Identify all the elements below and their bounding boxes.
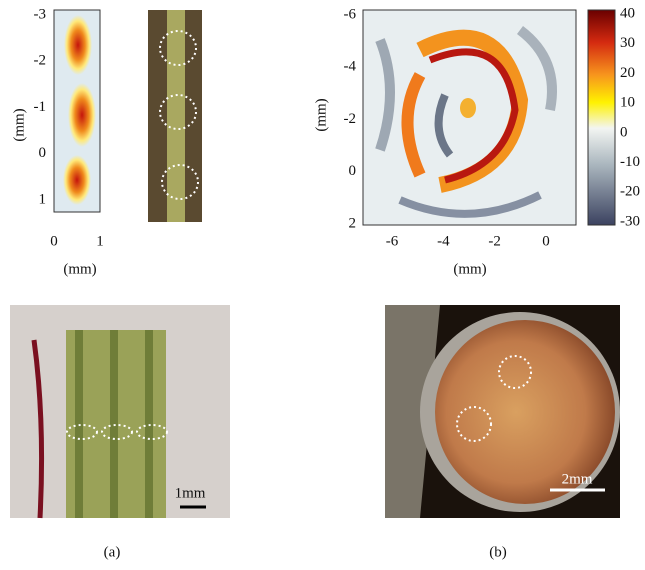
colorbar [588,10,615,225]
y-label: (mm) [313,98,329,131]
y-tick-label: 0 [39,145,47,161]
y-label: (mm) [11,108,27,141]
colorbar-tick-label: 10 [620,95,635,111]
y-tick-label: 0 [349,163,357,179]
colorbar-tick-label: -30 [620,213,640,229]
scale-bar-label: 2mm [562,471,593,487]
figure: (mm) (mm) (mm) (mm) 1mm 2mm (a) (b) -3 -2… [0,0,645,570]
y-tick-label: -2 [344,111,357,127]
panel-label: (b) [489,544,507,560]
colorbar-tick-label: 40 [620,5,635,21]
x-tick-label: 1 [96,233,104,249]
y-tick-label: -6 [344,6,357,22]
y-tick-label: -2 [34,53,47,69]
x-tick-label: 0 [542,233,550,249]
scale-bar-label: 1mm [175,485,206,501]
y-tick-label: -3 [34,6,47,22]
colorbar-tick-label: 0 [620,124,628,140]
x-label: (mm) [63,261,96,277]
y-tick-label: 1 [39,191,47,207]
photo-strip-a [148,10,202,222]
panel-label: (a) [104,544,121,560]
heatmap-b [363,10,576,225]
x-tick-label: 0 [50,233,58,249]
colorbar-tick-label: -20 [620,184,640,200]
x-tick-label: -4 [437,233,450,249]
colorbar-tick-label: -10 [620,154,640,170]
x-tick-label: -6 [386,233,399,249]
y-tick-label: 2 [349,215,357,231]
colorbar-tick-label: 30 [620,35,635,51]
x-tick-label: -2 [488,233,501,249]
x-label: (mm) [453,261,486,277]
colorbar-tick-label: 20 [620,65,635,81]
y-tick-label: -4 [344,59,357,75]
heatmap-a [54,10,100,212]
y-tick-label: -1 [34,99,47,115]
